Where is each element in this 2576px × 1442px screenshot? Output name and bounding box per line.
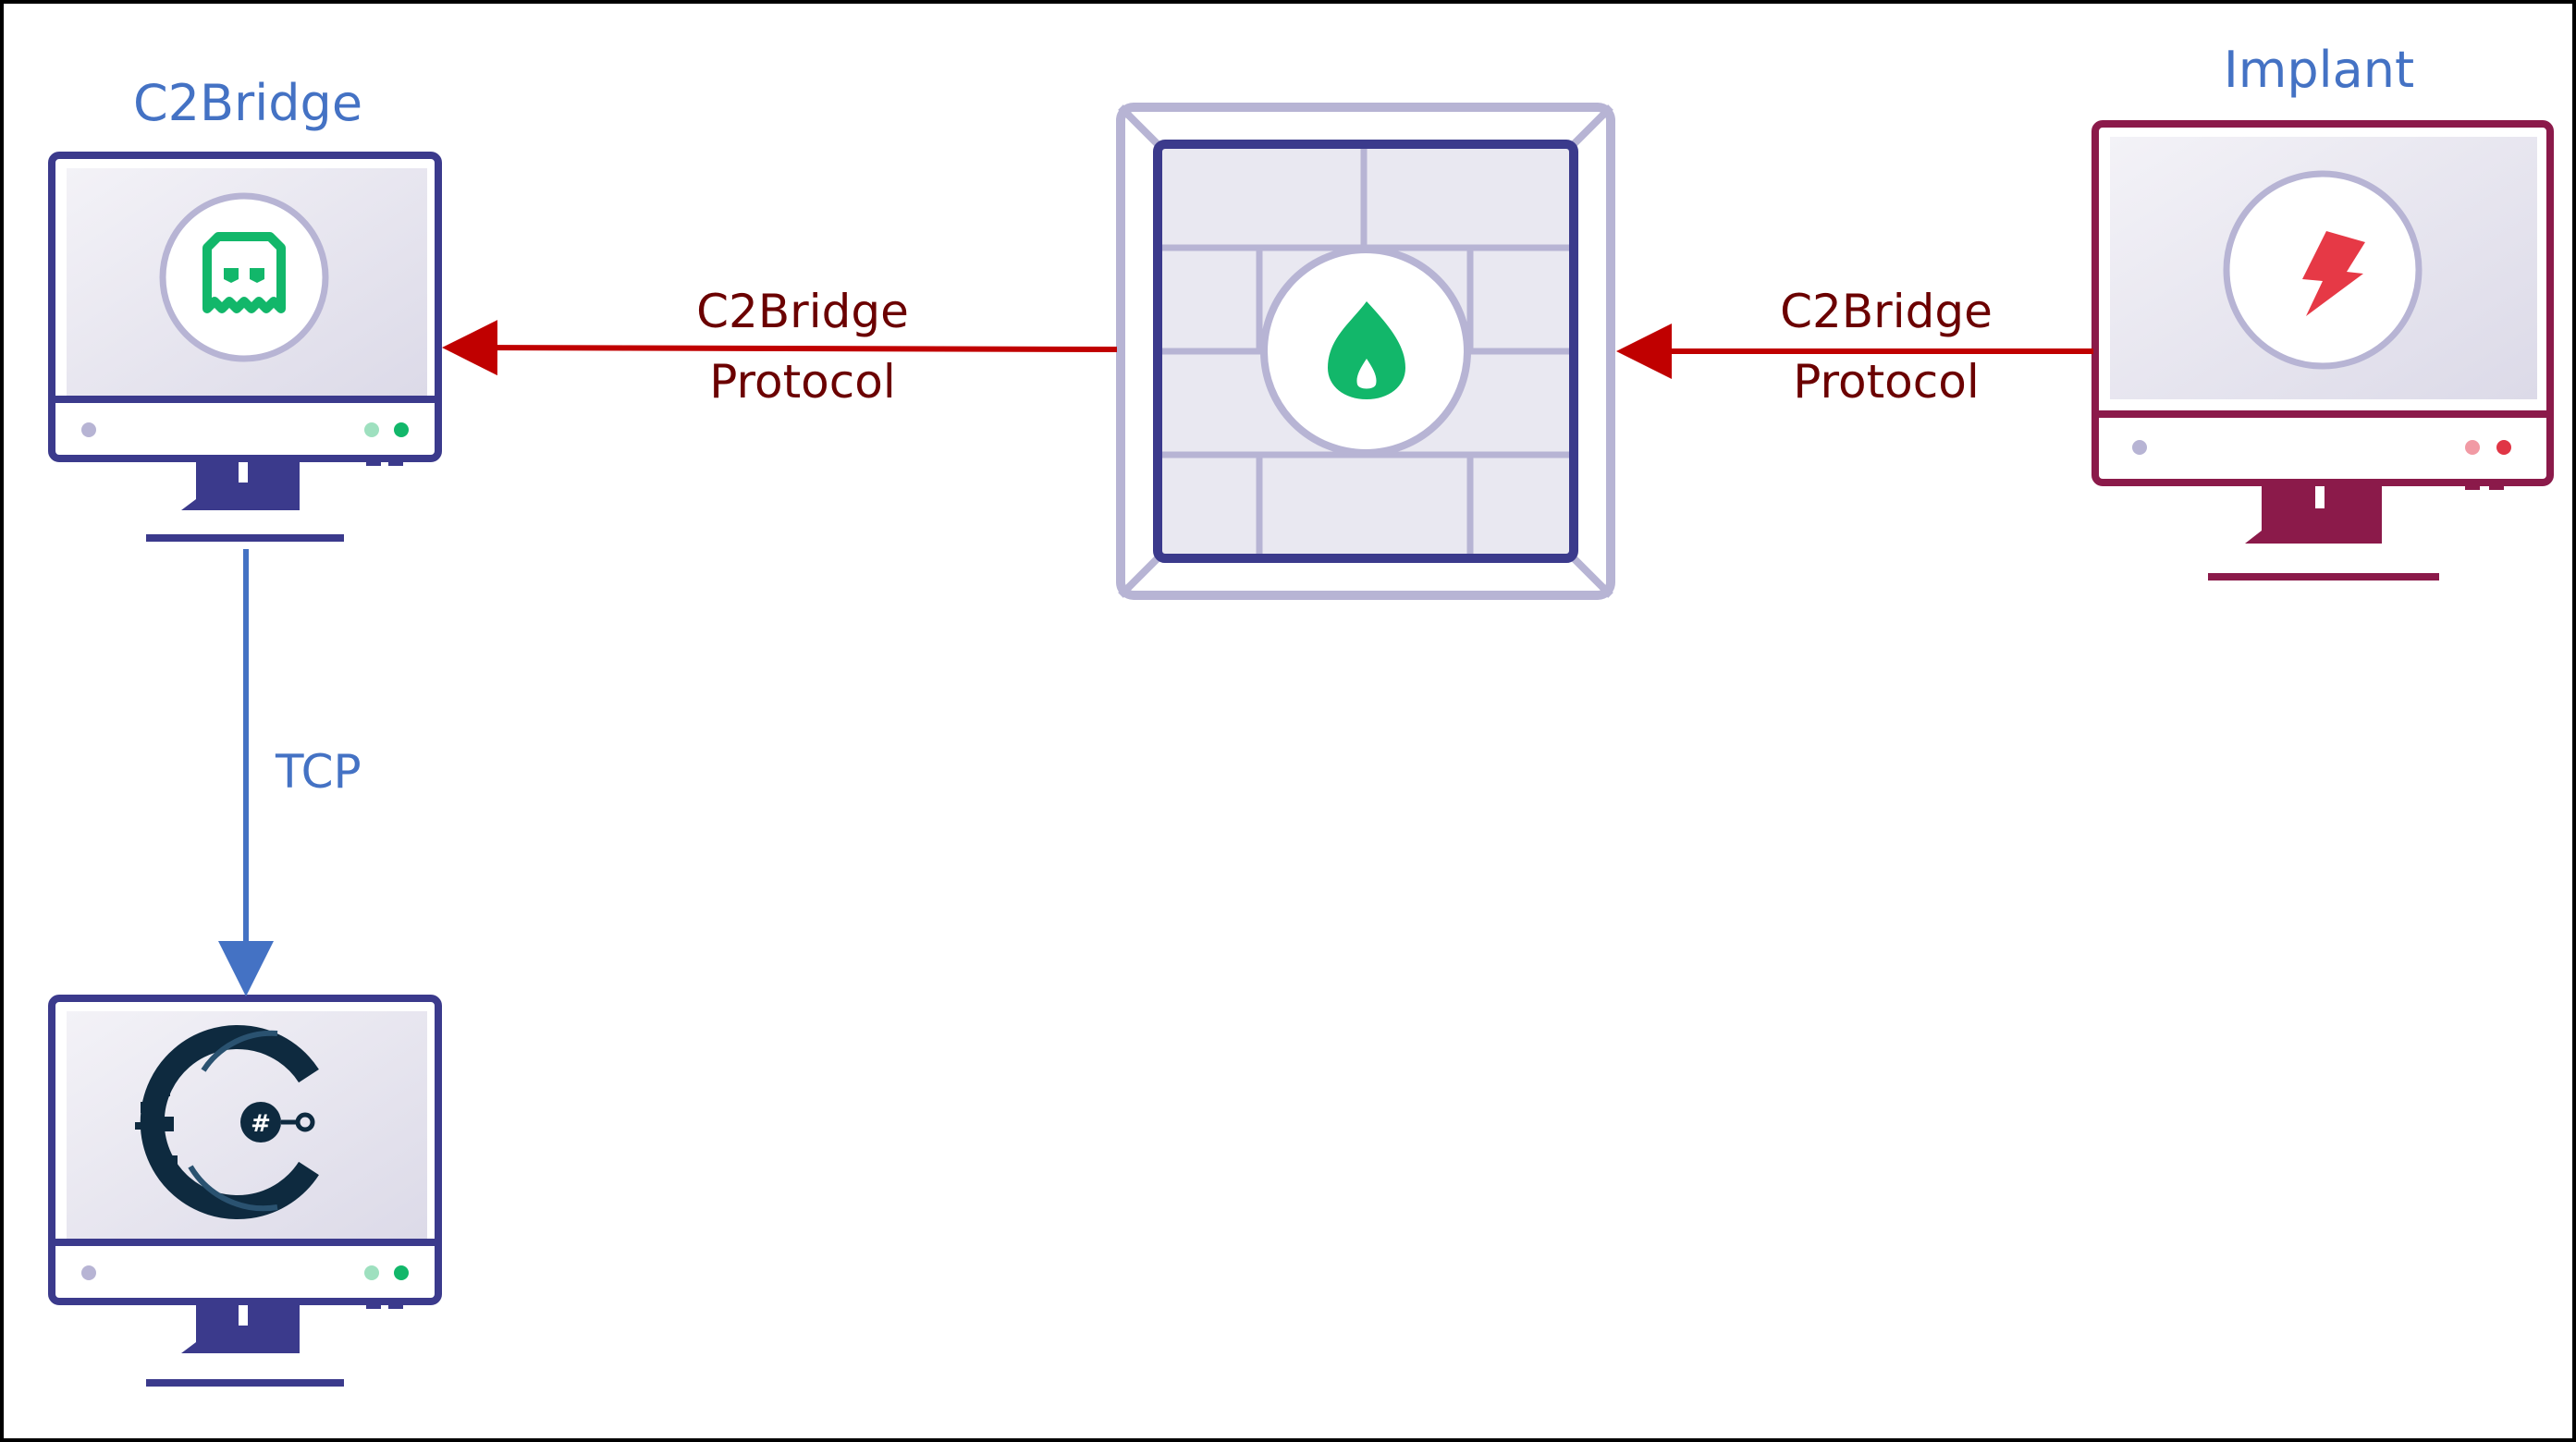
c2bridge-server-node: C2Bridge <box>48 74 442 542</box>
ghost-icon <box>202 232 286 313</box>
implant-node: Implant <box>2091 41 2554 580</box>
monitor-icon <box>48 995 442 1387</box>
firewall-node <box>1116 103 1615 600</box>
edge-implant-to-firewall: C2Bridge Protocol <box>1616 285 2093 409</box>
edge-label-line1: C2Bridge <box>696 285 909 338</box>
edge-c2bridge-to-c2: TCP <box>218 549 362 996</box>
flame-icon <box>1328 301 1405 399</box>
svg-text:#: # <box>251 1110 271 1138</box>
c2-server-node: # <box>48 995 442 1387</box>
edge-firewall-to-c2bridge: C2Bridge Protocol <box>442 285 1118 409</box>
edge-label-tcp: TCP <box>275 745 362 799</box>
c2-logo-icon: # <box>135 1025 319 1219</box>
c2bridge-server-title: C2Bridge <box>133 74 362 132</box>
edge-label-line2: Protocol <box>1793 355 1980 409</box>
c2bridge-icon-badge <box>159 192 329 362</box>
edge-label-line2: Protocol <box>709 355 896 409</box>
edge-label-line1: C2Bridge <box>1780 285 1993 338</box>
lightning-icon <box>2302 231 2365 316</box>
implant-title: Implant <box>2224 41 2414 99</box>
